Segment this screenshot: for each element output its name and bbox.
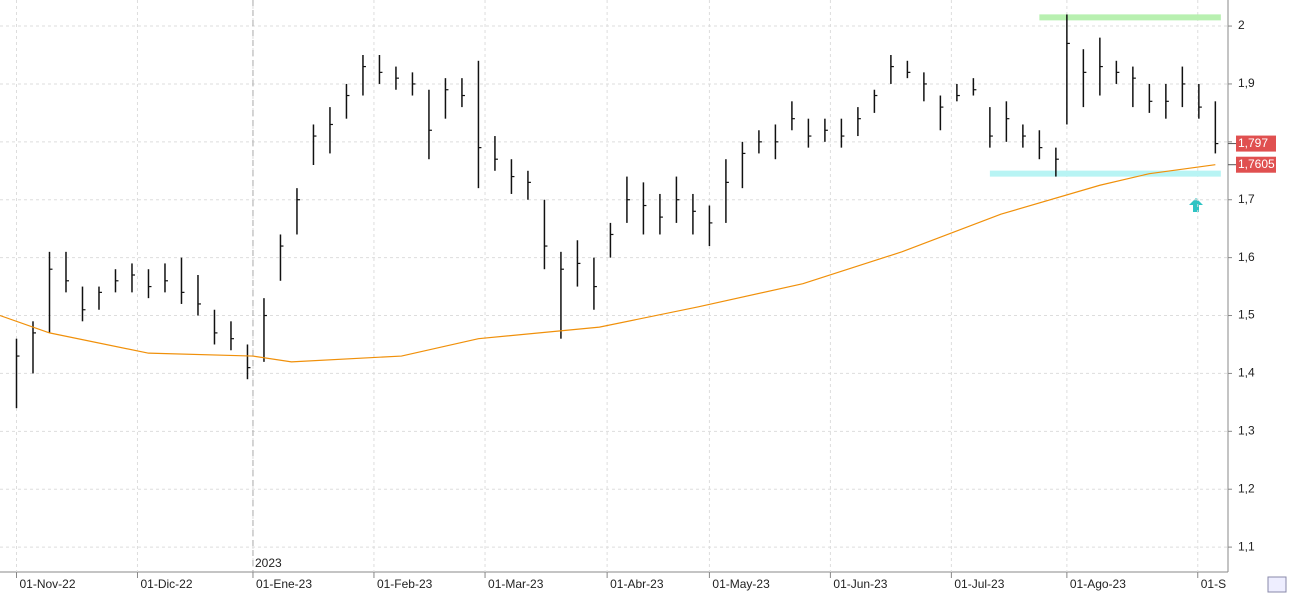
- signal-arrow: [1189, 198, 1203, 212]
- x-tick-label: 01-Dic-22: [140, 577, 192, 591]
- year-label: 2023: [255, 556, 282, 570]
- price-label: 1,7605: [1238, 157, 1275, 171]
- x-tick-label: 01-Abr-23: [610, 577, 664, 591]
- moving-average: [0, 164, 1216, 363]
- y-tick-label: 1,7: [1238, 192, 1255, 206]
- price-label: 1,797: [1238, 136, 1268, 150]
- y-tick-label: 1,6: [1238, 250, 1255, 264]
- x-tick-label: 01-Nov-22: [19, 577, 75, 591]
- price-label-box: [1236, 135, 1276, 152]
- x-tick-label: 01-Feb-23: [377, 577, 433, 591]
- x-tick-label: 01-Ene-23: [256, 577, 312, 591]
- x-tick-label: 01-S: [1201, 577, 1226, 591]
- x-tick-label: 01-May-23: [712, 577, 770, 591]
- y-tick-label: 1,1: [1238, 539, 1255, 553]
- y-tick-label: 1,5: [1238, 308, 1255, 322]
- chart-menu-button[interactable]: [1267, 576, 1287, 593]
- y-tick-label: 1,3: [1238, 423, 1255, 437]
- x-tick-label: 01-Mar-23: [488, 577, 544, 591]
- x-tick-label: 01-Jun-23: [833, 577, 887, 591]
- x-tick-label: 01-Ago-23: [1070, 577, 1126, 591]
- x-tick-label: 01-Jul-23: [954, 577, 1004, 591]
- price-label-box: [1236, 156, 1276, 173]
- y-tick-label: 1,9: [1238, 76, 1255, 90]
- y-tick-label: 2: [1238, 18, 1245, 32]
- y-tick-label: 1,4: [1238, 366, 1255, 380]
- y-tick-label: 1,2: [1238, 481, 1255, 495]
